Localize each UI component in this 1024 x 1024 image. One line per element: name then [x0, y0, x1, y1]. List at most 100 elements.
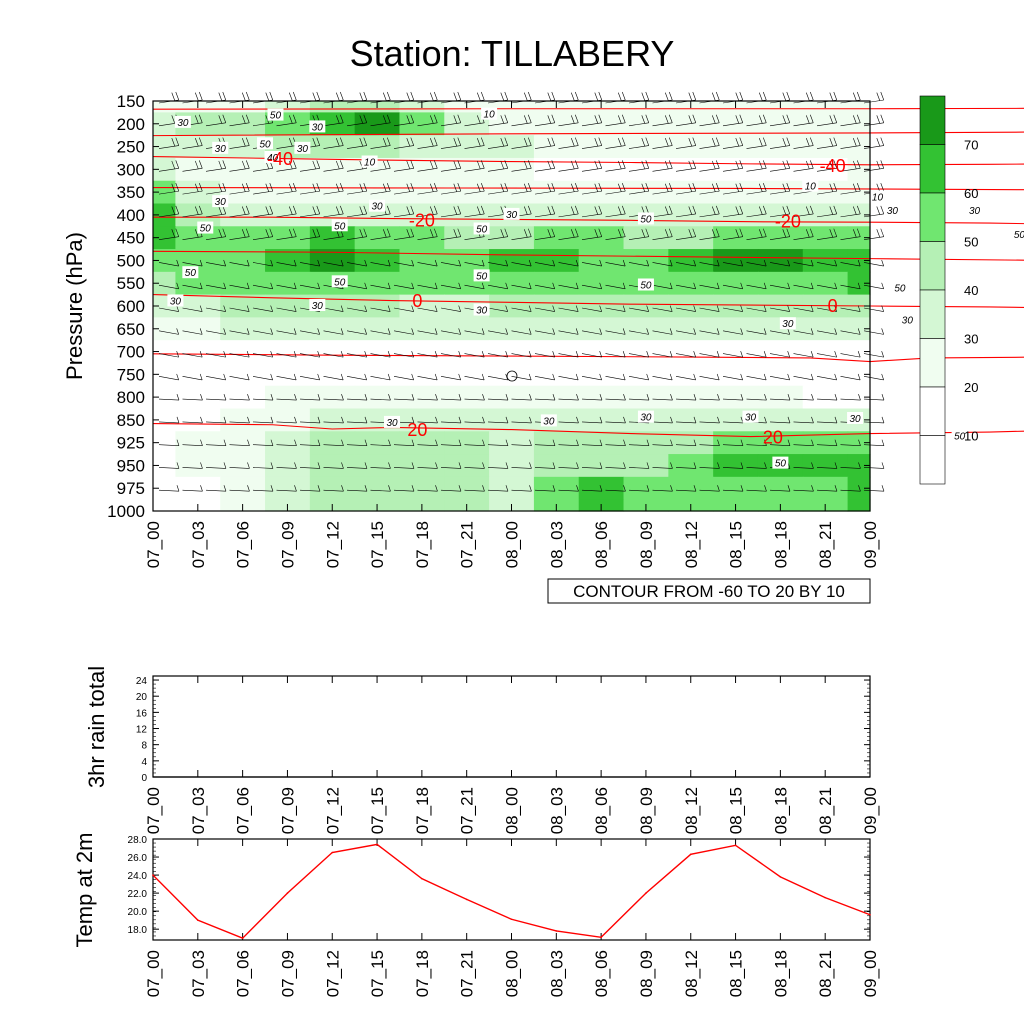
- wind-barb-flag: [317, 416, 321, 423]
- wind-barb: [558, 444, 579, 446]
- wind-barb-flag: [505, 439, 509, 446]
- wind-barb: [417, 398, 438, 401]
- humidity-cell: [668, 157, 714, 182]
- wind-barb: [534, 190, 555, 195]
- wind-barb-flag: [621, 137, 626, 146]
- humidity-contour-label-bg: [331, 275, 348, 288]
- wind-barb-flag: [176, 394, 180, 401]
- humidity-cell: [713, 385, 759, 410]
- wind-barb: [252, 330, 273, 335]
- wind-barb-flag: [294, 394, 297, 401]
- wind-barb: [769, 353, 790, 358]
- wind-barb: [558, 398, 579, 401]
- wind-barb: [182, 236, 203, 240]
- wind-barb: [252, 236, 273, 240]
- wind-barb-flag: [270, 305, 273, 312]
- wind-barb-flag: [505, 416, 509, 423]
- time-tick-label: 07_09: [278, 950, 297, 997]
- wind-barb-flag: [429, 160, 434, 170]
- wind-barb: [628, 444, 649, 446]
- humidity-contour-label-bg: [637, 278, 654, 291]
- wind-barb: [487, 353, 508, 358]
- colorbar-swatch: [919, 289, 946, 339]
- wind-barb-flag: [786, 91, 791, 101]
- wind-barb-flag: [740, 328, 743, 335]
- wind-barb-flag: [598, 228, 603, 237]
- wind-barb-flag: [617, 138, 622, 147]
- wind-barb-flag: [198, 137, 203, 146]
- humidity-cell: [533, 226, 580, 250]
- wind-barb-flag: [670, 485, 673, 492]
- wind-barb-flag: [711, 206, 716, 215]
- wind-barb: [793, 398, 814, 401]
- pressure-tick-label: 700: [117, 343, 145, 362]
- humidity-cell: [757, 271, 804, 296]
- pressure-tick-label: 1000: [107, 502, 145, 521]
- wind-barb-flag: [317, 373, 320, 381]
- wind-barb: [652, 168, 673, 172]
- wind-barb-flag: [406, 183, 411, 192]
- time-tick-label: 08_21: [816, 521, 835, 568]
- wind-barb-flag: [740, 259, 743, 267]
- wind-barb-flag: [527, 114, 532, 123]
- wind-barb: [158, 398, 179, 401]
- wind-barb-flag: [339, 205, 344, 215]
- wind-barb-flag: [523, 115, 528, 124]
- wind-barb: [652, 190, 673, 195]
- wind-barb-flag: [717, 416, 720, 423]
- wind-barb-flag: [241, 206, 246, 215]
- y-tick-label: 12: [136, 725, 148, 736]
- humidity-cell: [489, 408, 535, 432]
- wind-barb: [370, 353, 391, 358]
- wind-barb: [252, 489, 273, 492]
- wind-barb: [816, 168, 837, 172]
- time-tick-label: 09_00: [861, 787, 880, 834]
- humidity-cell: [489, 180, 535, 205]
- wind-barb: [863, 353, 884, 358]
- humidity-contour-label: 30: [887, 206, 899, 217]
- colorbar-swatch: [919, 338, 946, 388]
- wind-barb: [393, 168, 414, 172]
- wind-barb: [793, 122, 814, 127]
- wind-barb-flag: [598, 91, 603, 101]
- humidity-cell: [578, 180, 625, 205]
- wind-barb-flag: [715, 91, 720, 101]
- wind-barb-flag: [787, 351, 790, 358]
- wind-barb-flag: [570, 183, 575, 192]
- time-tick-label: 07_18: [413, 787, 432, 834]
- wind-barb-flag: [176, 485, 180, 492]
- humidity-cell: [668, 180, 714, 205]
- wind-barb-flag: [547, 115, 552, 124]
- wind-barb-flag: [293, 305, 297, 312]
- wind-barb-flag: [598, 183, 603, 192]
- temp-data-point: [465, 898, 468, 901]
- wind-barb: [558, 213, 579, 218]
- wind-barb-flag: [458, 416, 462, 423]
- humidity-cell: [713, 294, 759, 318]
- wind-barb-flag: [505, 394, 509, 401]
- wind-barb: [722, 168, 743, 172]
- humidity-cell: [533, 476, 580, 501]
- humidity-cell: [265, 454, 311, 478]
- wind-barb: [534, 398, 555, 401]
- wind-barb-flag: [411, 373, 414, 381]
- pressure-tick-label: 600: [117, 297, 145, 316]
- wind-barb-flag: [247, 462, 250, 469]
- wind-barb: [323, 236, 344, 240]
- wind-barb: [628, 307, 649, 312]
- wind-barb-flag: [711, 92, 716, 101]
- pressure-tick-label: 150: [117, 92, 145, 111]
- wind-barb-flag: [270, 416, 274, 423]
- humidity-contour-label-bg: [331, 219, 348, 232]
- time-tick-label: 07_00: [144, 950, 163, 997]
- wind-barb-flag: [810, 282, 814, 289]
- humidity-cell: [489, 157, 535, 182]
- pressure-tick-label: 800: [117, 388, 145, 407]
- humidity-cell: [444, 249, 490, 273]
- wind-barb: [299, 236, 320, 240]
- wind-barb: [487, 190, 508, 195]
- wind-barb-flag: [270, 351, 273, 358]
- wind-barb: [699, 236, 720, 240]
- wind-barb-flag: [574, 137, 579, 146]
